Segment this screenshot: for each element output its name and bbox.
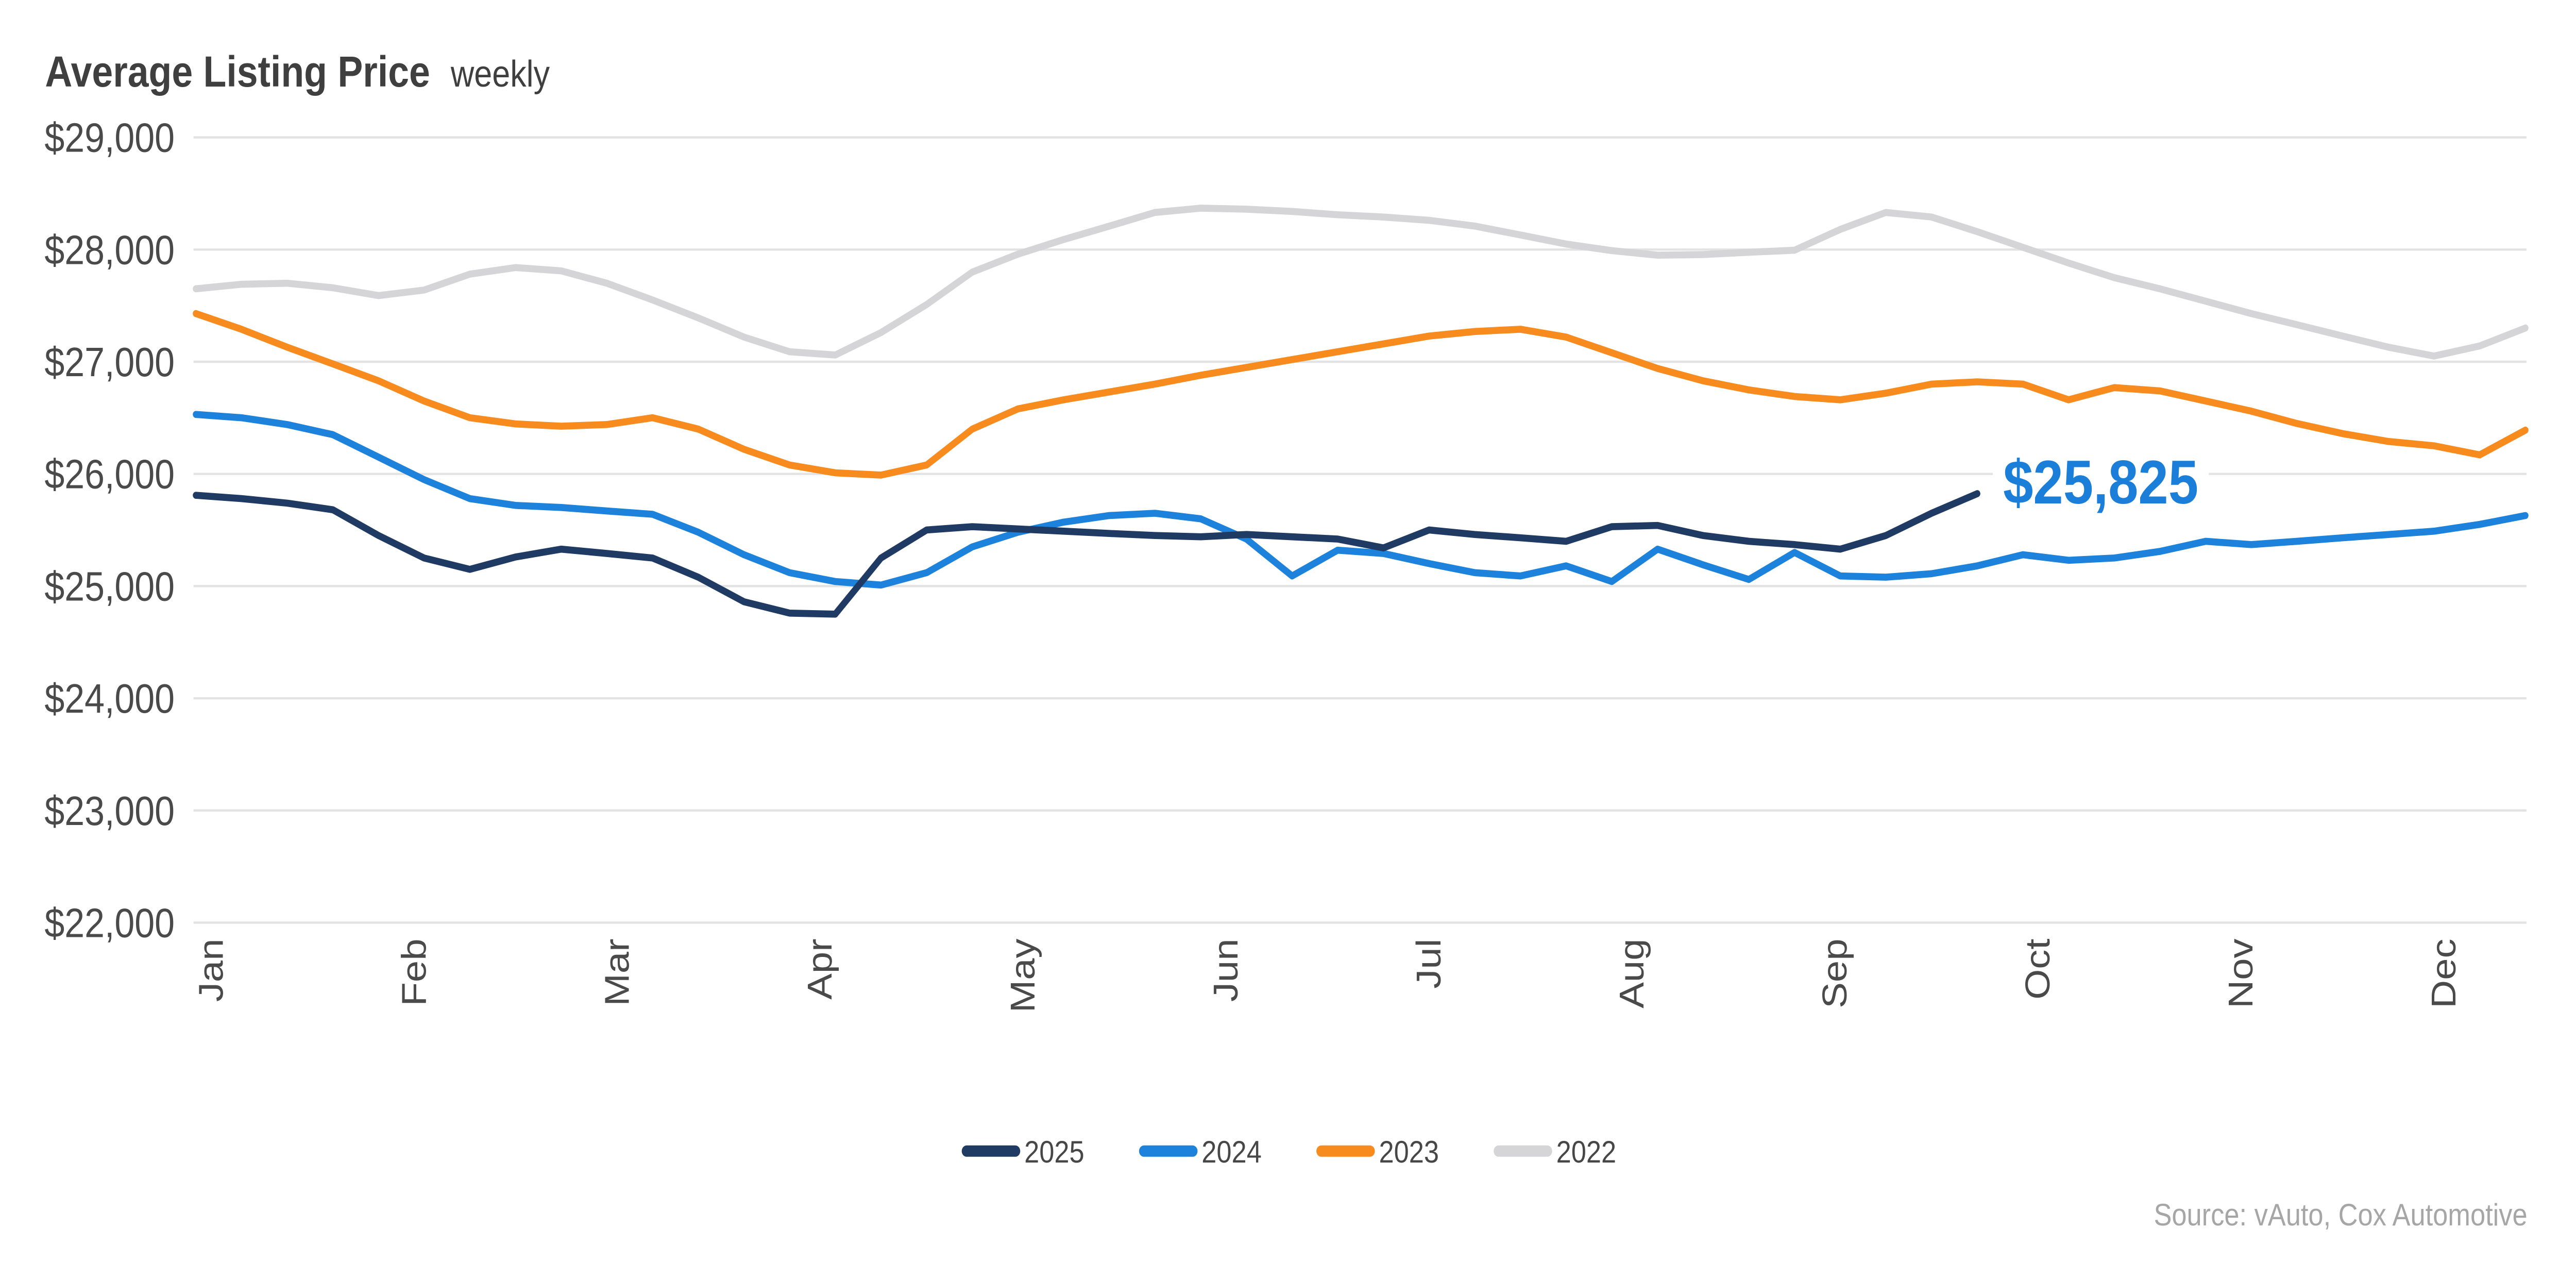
chart-title: Average Listing Price weekly <box>45 47 550 96</box>
x-tick-label-jan: Jan <box>192 938 230 1002</box>
x-tick-label-sep: Sep <box>1816 938 1854 1008</box>
y-tick-label: $28,000 <box>44 227 175 273</box>
line-2022 <box>193 205 2529 360</box>
x-tick-label-jun: Jun <box>1207 938 1245 1002</box>
source-credit: Source: vAuto, Cox Automotive <box>2154 1198 2527 1232</box>
latest-value-annotation: $25,825 <box>2003 447 2198 516</box>
x-tick-label-apr: Apr <box>801 938 839 999</box>
legend-item-2025: 2025 <box>961 1134 1084 1169</box>
legend-label-2025: 2025 <box>1024 1134 1084 1169</box>
legend-label-2022: 2022 <box>1556 1134 1617 1169</box>
chart-title-subtitle: weekly <box>450 54 550 95</box>
gridlines <box>193 136 2527 924</box>
y-tick-label: $23,000 <box>44 787 175 833</box>
line-2024 <box>193 411 2529 589</box>
x-tick-label-nov: Nov <box>2222 938 2260 1008</box>
x-tick-label-feb: Feb <box>395 938 433 1006</box>
y-tick-label: $24,000 <box>44 676 175 721</box>
x-tick-label-mar: Mar <box>598 938 636 1006</box>
series-lines <box>193 205 2529 618</box>
y-tick-label: $26,000 <box>44 451 175 497</box>
y-tick-label: $27,000 <box>44 339 175 385</box>
line-2023 <box>193 310 2529 479</box>
legend-item-2022: 2022 <box>1494 1134 1617 1169</box>
y-tick-label: $29,000 <box>44 114 175 160</box>
legend-item-2024: 2024 <box>1139 1134 1262 1169</box>
x-tick-label-jul: Jul <box>1410 938 1448 988</box>
x-tick-label-may: May <box>1004 938 1042 1013</box>
legend: 2025 2024 2023 2022 <box>961 1134 1617 1169</box>
x-axis-labels: Jan Feb Mar Apr May Jun Jul Aug Sep Oct Nov Dec <box>192 938 2463 1013</box>
y-tick-label: $22,000 <box>44 900 175 946</box>
y-tick-label: $25,000 <box>44 563 175 609</box>
x-tick-label-oct: Oct <box>2019 938 2057 999</box>
x-tick-label-aug: Aug <box>1613 938 1651 1008</box>
y-axis-labels: $29,000 $28,000 $27,000 $26,000 $25,000 $24,0… <box>44 114 175 946</box>
legend-label-2023: 2023 <box>1379 1134 1439 1169</box>
annotation-background <box>1992 449 2209 516</box>
chart-title-main: Average Listing Price <box>45 47 430 96</box>
line-2025 <box>193 490 1980 618</box>
legend-label-2024: 2024 <box>1201 1134 1262 1169</box>
x-tick-label-dec: Dec <box>2425 938 2463 1008</box>
legend-item-2023: 2023 <box>1316 1134 1439 1169</box>
